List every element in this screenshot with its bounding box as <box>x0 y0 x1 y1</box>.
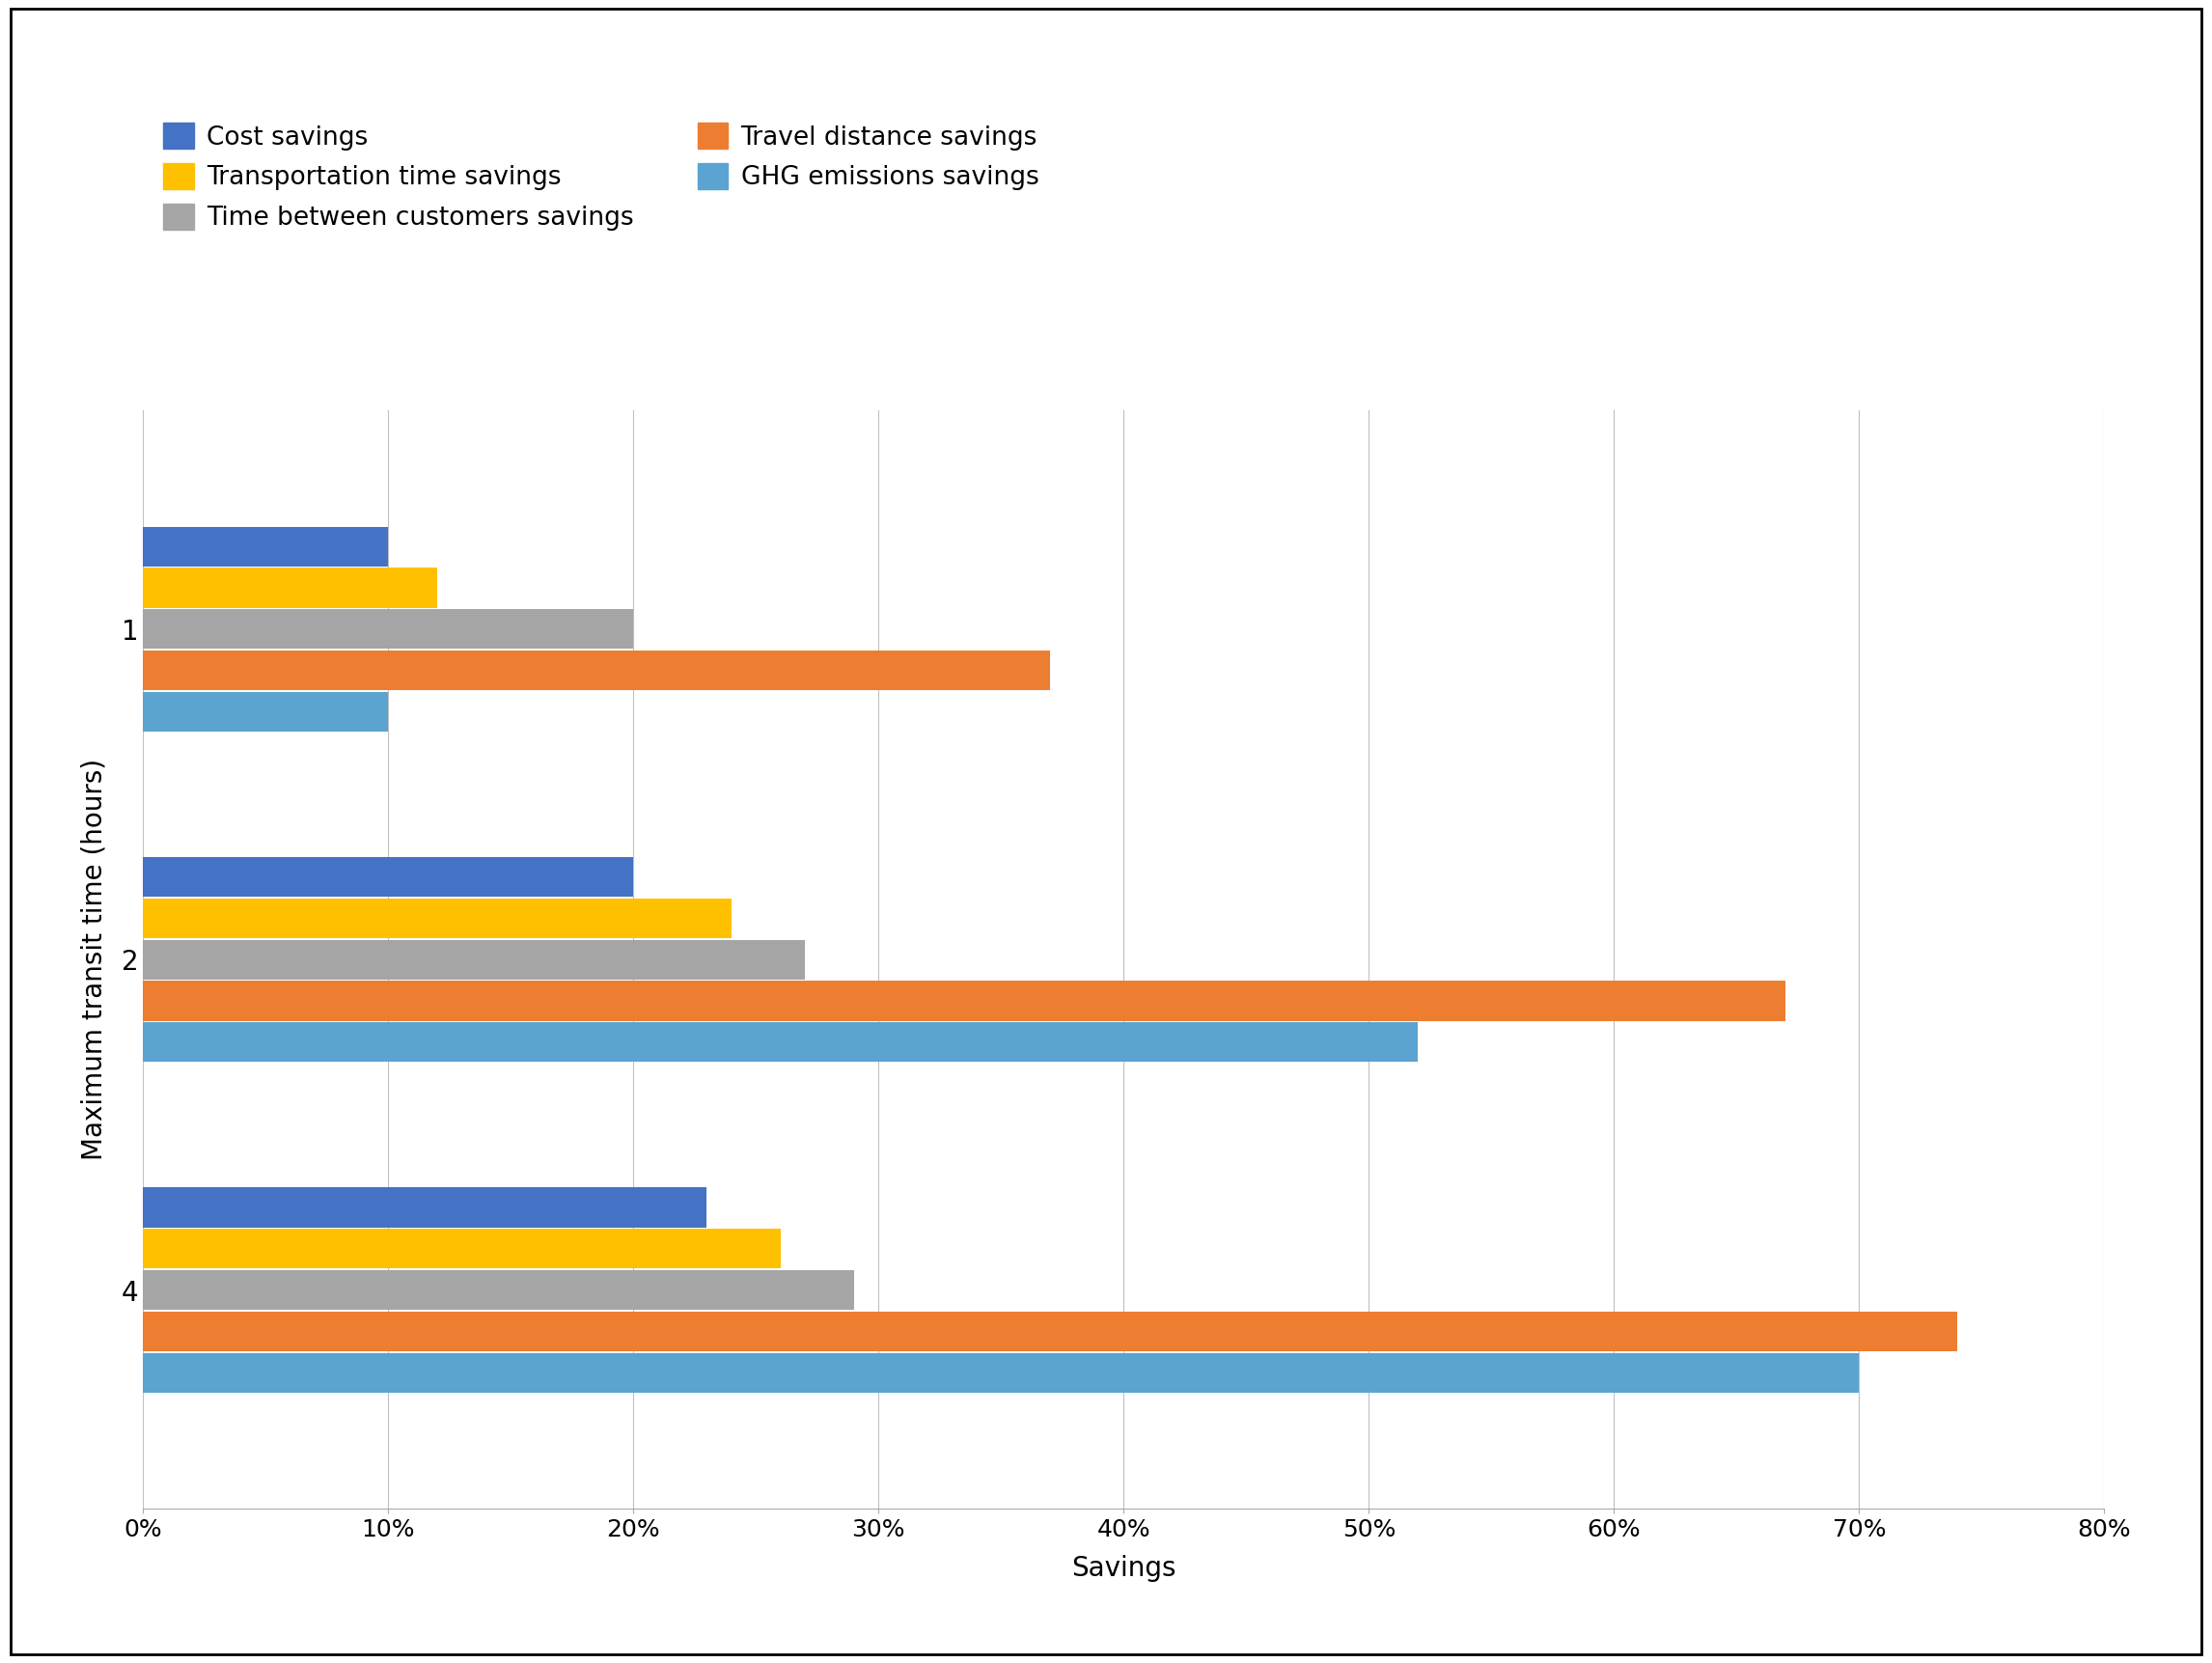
Bar <box>144 1312 1958 1352</box>
Bar <box>144 692 387 732</box>
Bar <box>144 981 1785 1021</box>
Bar <box>144 569 438 607</box>
Y-axis label: Maximum transit time (hours): Maximum transit time (hours) <box>82 758 108 1161</box>
Bar <box>144 940 805 980</box>
Bar <box>144 650 1051 690</box>
Bar <box>144 1271 854 1310</box>
Bar <box>144 609 633 649</box>
Bar <box>144 1229 781 1269</box>
X-axis label: Savings: Savings <box>1071 1555 1177 1582</box>
Bar <box>144 856 633 896</box>
Legend: Cost savings, Transportation time savings, Time between customers savings, Trave: Cost savings, Transportation time saving… <box>155 115 1046 238</box>
Bar <box>144 898 732 938</box>
Bar <box>144 1187 708 1227</box>
Bar <box>144 1023 1418 1063</box>
Bar <box>144 527 387 567</box>
Bar <box>144 1354 1858 1392</box>
